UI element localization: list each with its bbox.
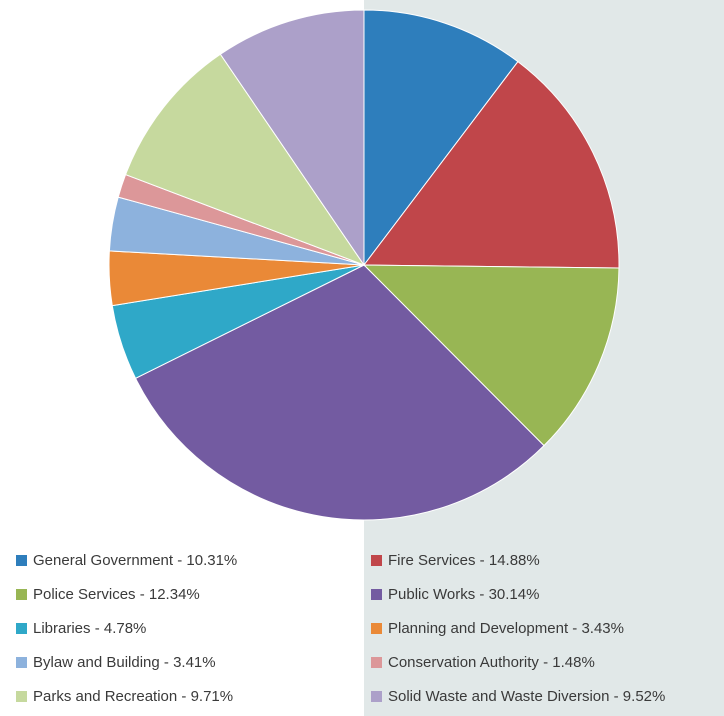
legend-swatch-3	[371, 588, 382, 600]
legend-swatch-1	[371, 554, 382, 566]
pie-slice-2	[362, 264, 620, 447]
legend-label-8: Parks and Recreation - 9.71%	[33, 687, 234, 705]
legend-label-5: Planning and Development - 3.43%	[388, 619, 624, 637]
legend-label-2: Police Services - 12.34%	[33, 585, 200, 603]
legend-label-1: Fire Services - 14.88%	[388, 551, 540, 569]
legend-item-4: Libraries - 4.78%	[16, 618, 146, 638]
legend-swatch-2	[16, 588, 27, 600]
legend-label-7: Conservation Authority - 1.48%	[388, 653, 595, 671]
legend-item-9: Solid Waste and Waste Diversion - 9.52%	[371, 686, 665, 706]
legend-item-5: Planning and Development - 3.43%	[371, 618, 624, 638]
legend-label-0: General Government - 10.31%	[33, 551, 238, 569]
legend-label-9: Solid Waste and Waste Diversion - 9.52%	[388, 687, 666, 705]
legend-swatch-8	[16, 690, 27, 702]
legend-swatch-9	[371, 690, 382, 702]
legend-item-8: Parks and Recreation - 9.71%	[16, 686, 233, 706]
legend-item-2: Police Services - 12.34%	[16, 584, 200, 604]
legend-item-3: Public Works - 30.14%	[371, 584, 539, 604]
pie-slice-3	[134, 264, 545, 521]
legend-swatch-7	[371, 656, 382, 668]
legend-swatch-0	[16, 554, 27, 566]
pie-slice-8	[124, 53, 366, 267]
legend-item-1: Fire Services - 14.88%	[371, 550, 540, 570]
legend-item-7: Conservation Authority - 1.48%	[371, 652, 595, 672]
legend-label-6: Bylaw and Building - 3.41%	[33, 653, 216, 671]
legend-item-6: Bylaw and Building - 3.41%	[16, 652, 216, 672]
pie-slice-1	[363, 60, 620, 269]
legend-swatch-6	[16, 656, 27, 668]
pie-slice-0	[363, 9, 519, 267]
legend-swatch-4	[16, 622, 27, 634]
legend-swatch-5	[371, 622, 382, 634]
pie-slice-9	[219, 9, 365, 267]
legend-label-3: Public Works - 30.14%	[388, 585, 540, 603]
legend-item-0: General Government - 10.31%	[16, 550, 237, 570]
legend-label-4: Libraries - 4.78%	[33, 619, 147, 637]
